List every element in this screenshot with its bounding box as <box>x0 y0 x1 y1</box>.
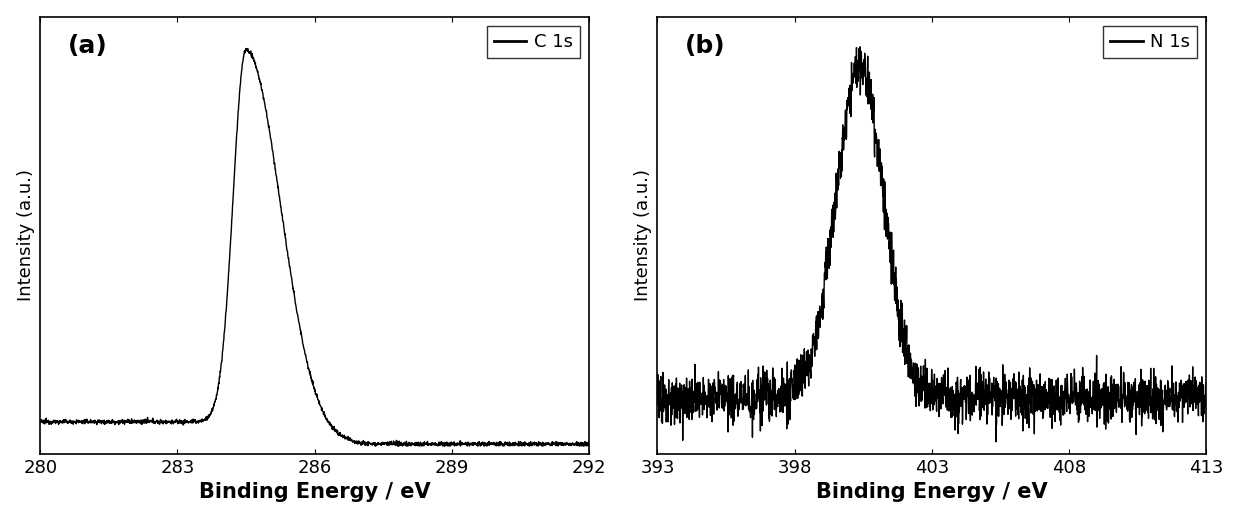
Text: (a): (a) <box>68 34 108 58</box>
Y-axis label: Intensity (a.u.): Intensity (a.u.) <box>16 169 35 302</box>
Text: (b): (b) <box>684 34 725 58</box>
X-axis label: Binding Energy / eV: Binding Energy / eV <box>198 482 430 502</box>
Legend: C 1s: C 1s <box>486 26 580 58</box>
Legend: N 1s: N 1s <box>1102 26 1197 58</box>
Y-axis label: Intensity (a.u.): Intensity (a.u.) <box>634 169 652 302</box>
X-axis label: Binding Energy / eV: Binding Energy / eV <box>816 482 1048 502</box>
